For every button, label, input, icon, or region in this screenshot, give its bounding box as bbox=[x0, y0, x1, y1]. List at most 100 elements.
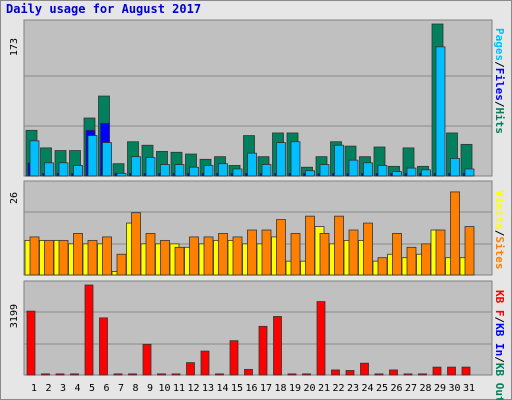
bar-kb-f-day-18 bbox=[273, 316, 282, 376]
bar-pages-day-24 bbox=[363, 162, 373, 177]
bar-sites-day-11 bbox=[174, 246, 185, 276]
bar-sites-day-27 bbox=[406, 246, 417, 276]
bar-sites-day-4 bbox=[73, 233, 83, 276]
bar-sites-day-21 bbox=[319, 233, 330, 276]
x-tick-label: 26 bbox=[390, 383, 402, 394]
bar-pages-day-9 bbox=[145, 157, 156, 177]
bar-sites-day-26 bbox=[392, 233, 402, 276]
x-tick-label: 6 bbox=[103, 383, 109, 394]
bar-sites-day-22 bbox=[334, 215, 344, 276]
bar-pages-day-15 bbox=[232, 168, 243, 177]
bar-kb-f-day-3 bbox=[55, 373, 65, 376]
bar-pages-day-25 bbox=[377, 165, 388, 177]
panel-2-legend-item: Sites bbox=[493, 236, 506, 269]
panel-1-legend-item: Pages bbox=[493, 28, 506, 61]
panel-2-max-label: 26 bbox=[9, 192, 20, 204]
bar-kb-f-day-27 bbox=[403, 373, 413, 376]
bar-pages-day-28 bbox=[421, 169, 431, 177]
panel-3-legend-item: KB Out bbox=[493, 363, 506, 400]
panel-1-max-label: 173 bbox=[9, 38, 20, 56]
bar-kb-f-day-16 bbox=[244, 368, 253, 376]
bar-kb-f-day-6 bbox=[99, 317, 108, 376]
panel-3-legend-item: KB In bbox=[493, 323, 506, 356]
x-tick-label: 22 bbox=[332, 383, 344, 394]
bar-sites-day-19 bbox=[290, 233, 301, 276]
bar-pages-day-26 bbox=[392, 171, 402, 177]
x-tick-label: 9 bbox=[147, 383, 153, 394]
panel-3-legend: KB F/KB In/KB Out bbox=[493, 290, 506, 400]
panel-1-legend-item: Hits bbox=[493, 108, 506, 135]
x-tick-label: 19 bbox=[289, 383, 301, 394]
x-tick-label: 5 bbox=[89, 383, 95, 394]
bar-kb-f-day-11 bbox=[171, 373, 181, 376]
x-tick-label: 20 bbox=[303, 383, 315, 394]
bar-kb-f-day-21 bbox=[316, 301, 326, 376]
x-tick-label: 8 bbox=[132, 383, 138, 394]
bar-sites-day-6 bbox=[102, 236, 112, 276]
bar-kb-f-day-25 bbox=[374, 373, 384, 376]
bar-sites-day-9 bbox=[145, 233, 156, 276]
bar-sites-day-20 bbox=[305, 215, 315, 276]
panel-1-legend-item: / bbox=[493, 61, 506, 68]
bar-sites-day-23 bbox=[348, 229, 359, 276]
bar-kb-f-day-23 bbox=[345, 370, 355, 376]
x-tick-label: 17 bbox=[260, 383, 272, 394]
bar-sites-day-8 bbox=[131, 212, 141, 276]
bar-kb-f-day-22 bbox=[331, 369, 340, 376]
bar-pages-day-3 bbox=[58, 162, 69, 177]
panel-2-legend-item: / bbox=[493, 230, 506, 237]
bar-kb-f-day-1 bbox=[26, 310, 36, 376]
x-tick-label: 13 bbox=[202, 383, 214, 394]
bar-pages-day-2 bbox=[44, 162, 54, 177]
bar-pages-day-12 bbox=[189, 166, 199, 177]
x-tick-label: 16 bbox=[245, 383, 257, 394]
bar-pages-day-17 bbox=[261, 164, 272, 177]
bar-pages-day-14 bbox=[218, 163, 228, 177]
panel-1-legend-item: Files bbox=[493, 68, 506, 101]
bar-sites-day-17 bbox=[261, 229, 272, 276]
bar-pages-day-11 bbox=[174, 164, 185, 177]
panel-3-legend-item: / bbox=[493, 356, 506, 363]
x-tick-label: 1 bbox=[31, 383, 37, 394]
x-tick-label: 28 bbox=[419, 383, 431, 394]
bar-kb-f-day-31 bbox=[461, 366, 471, 376]
bar-sites-day-12 bbox=[189, 236, 199, 276]
x-tick-label: 21 bbox=[318, 383, 330, 394]
bar-pages-day-13 bbox=[203, 165, 214, 177]
bar-kb-f-day-19 bbox=[287, 373, 297, 376]
bar-pages-day-31 bbox=[464, 168, 475, 177]
bar-pages-day-20 bbox=[305, 170, 315, 177]
bar-sites-day-13 bbox=[203, 236, 214, 276]
bar-kb-f-day-26 bbox=[389, 369, 398, 376]
bar-kb-f-day-10 bbox=[157, 373, 166, 376]
bar-kb-f-day-2 bbox=[41, 373, 50, 376]
bar-sites-day-7 bbox=[116, 253, 127, 276]
bar-pages-day-10 bbox=[160, 164, 170, 177]
x-tick-label: 24 bbox=[361, 383, 373, 394]
bar-pages-day-7 bbox=[116, 172, 127, 177]
panel-3-max-label: 3199 bbox=[9, 304, 20, 328]
bar-kb-f-day-28 bbox=[418, 373, 427, 376]
panel-3-legend-item: / bbox=[493, 317, 506, 324]
panel-1-legend: Pages/Files/Hits bbox=[493, 28, 506, 134]
bar-kb-f-day-24 bbox=[360, 362, 369, 376]
bar-sites-day-24 bbox=[363, 222, 373, 276]
x-tick-label: 25 bbox=[376, 383, 388, 394]
chart-title: Daily usage for August 2017 bbox=[6, 2, 202, 16]
x-tick-label: 3 bbox=[60, 383, 66, 394]
bar-pages-day-1 bbox=[29, 140, 40, 177]
bar-sites-day-1 bbox=[29, 236, 40, 276]
x-tick-label: 10 bbox=[158, 383, 170, 394]
bar-sites-day-28 bbox=[421, 243, 431, 276]
bar-sites-day-15 bbox=[232, 236, 243, 276]
x-tick-label: 2 bbox=[45, 383, 51, 394]
bar-kb-f-day-8 bbox=[128, 373, 137, 376]
bar-pages-day-27 bbox=[406, 167, 417, 177]
x-tick-label: 7 bbox=[118, 383, 124, 394]
bar-kb-f-day-29 bbox=[432, 366, 442, 376]
bar-sites-day-10 bbox=[160, 239, 170, 276]
x-tick-label: 18 bbox=[274, 383, 286, 394]
bar-sites-day-30 bbox=[450, 191, 460, 276]
panel-1-legend-item: / bbox=[493, 101, 506, 108]
bar-pages-day-16 bbox=[247, 152, 257, 177]
